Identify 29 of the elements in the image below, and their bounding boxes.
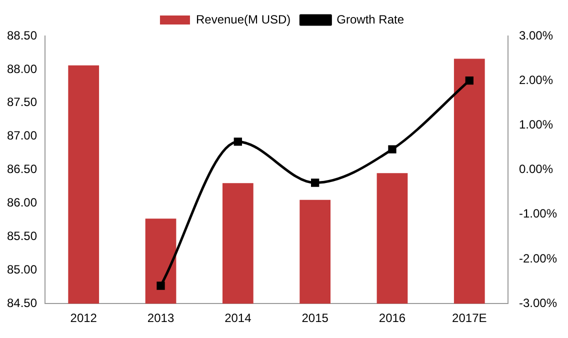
y-tick-label: 85.50	[7, 229, 38, 244]
y2-tick-label: -3.00%	[518, 296, 558, 310]
y-tick-label: 84.50	[7, 296, 38, 310]
x-tick-label: 2017E	[452, 311, 487, 326]
x-tick-label: 2014	[224, 311, 252, 326]
y-tick-label: 87.50	[7, 95, 38, 110]
y-tick-label: 86.00	[7, 196, 38, 210]
y2-tick-label: -2.00%	[518, 251, 558, 266]
x-tick-label: 2012	[70, 311, 98, 326]
point	[388, 145, 396, 154]
y2-tick-label: 0.00%	[518, 162, 554, 176]
x-tick-label: 2015	[302, 311, 329, 326]
point	[156, 282, 165, 290]
y-tick-label: 85.00	[7, 262, 38, 276]
y2-tick-label: 2.00%	[518, 72, 554, 87]
point	[234, 138, 242, 146]
legend-label: Revenue(M USD)	[196, 12, 291, 26]
y-tick-label: 86.50	[7, 162, 38, 176]
y-tick-label: 88.50	[7, 28, 38, 42]
y2-tick-label: -1.00%	[518, 206, 558, 221]
y2-tick-label: 1.00%	[518, 118, 554, 132]
x-tick-label: 2013	[147, 311, 174, 326]
legend-label: Growth Rate	[336, 12, 404, 26]
y2-tick-label: 3.00%	[518, 28, 554, 42]
y-tick-label: 87.00	[7, 128, 38, 143]
y-tick-label: 88.00	[7, 62, 38, 76]
point	[465, 76, 474, 85]
x-tick-label: 2016	[378, 311, 406, 326]
point	[311, 178, 320, 187]
